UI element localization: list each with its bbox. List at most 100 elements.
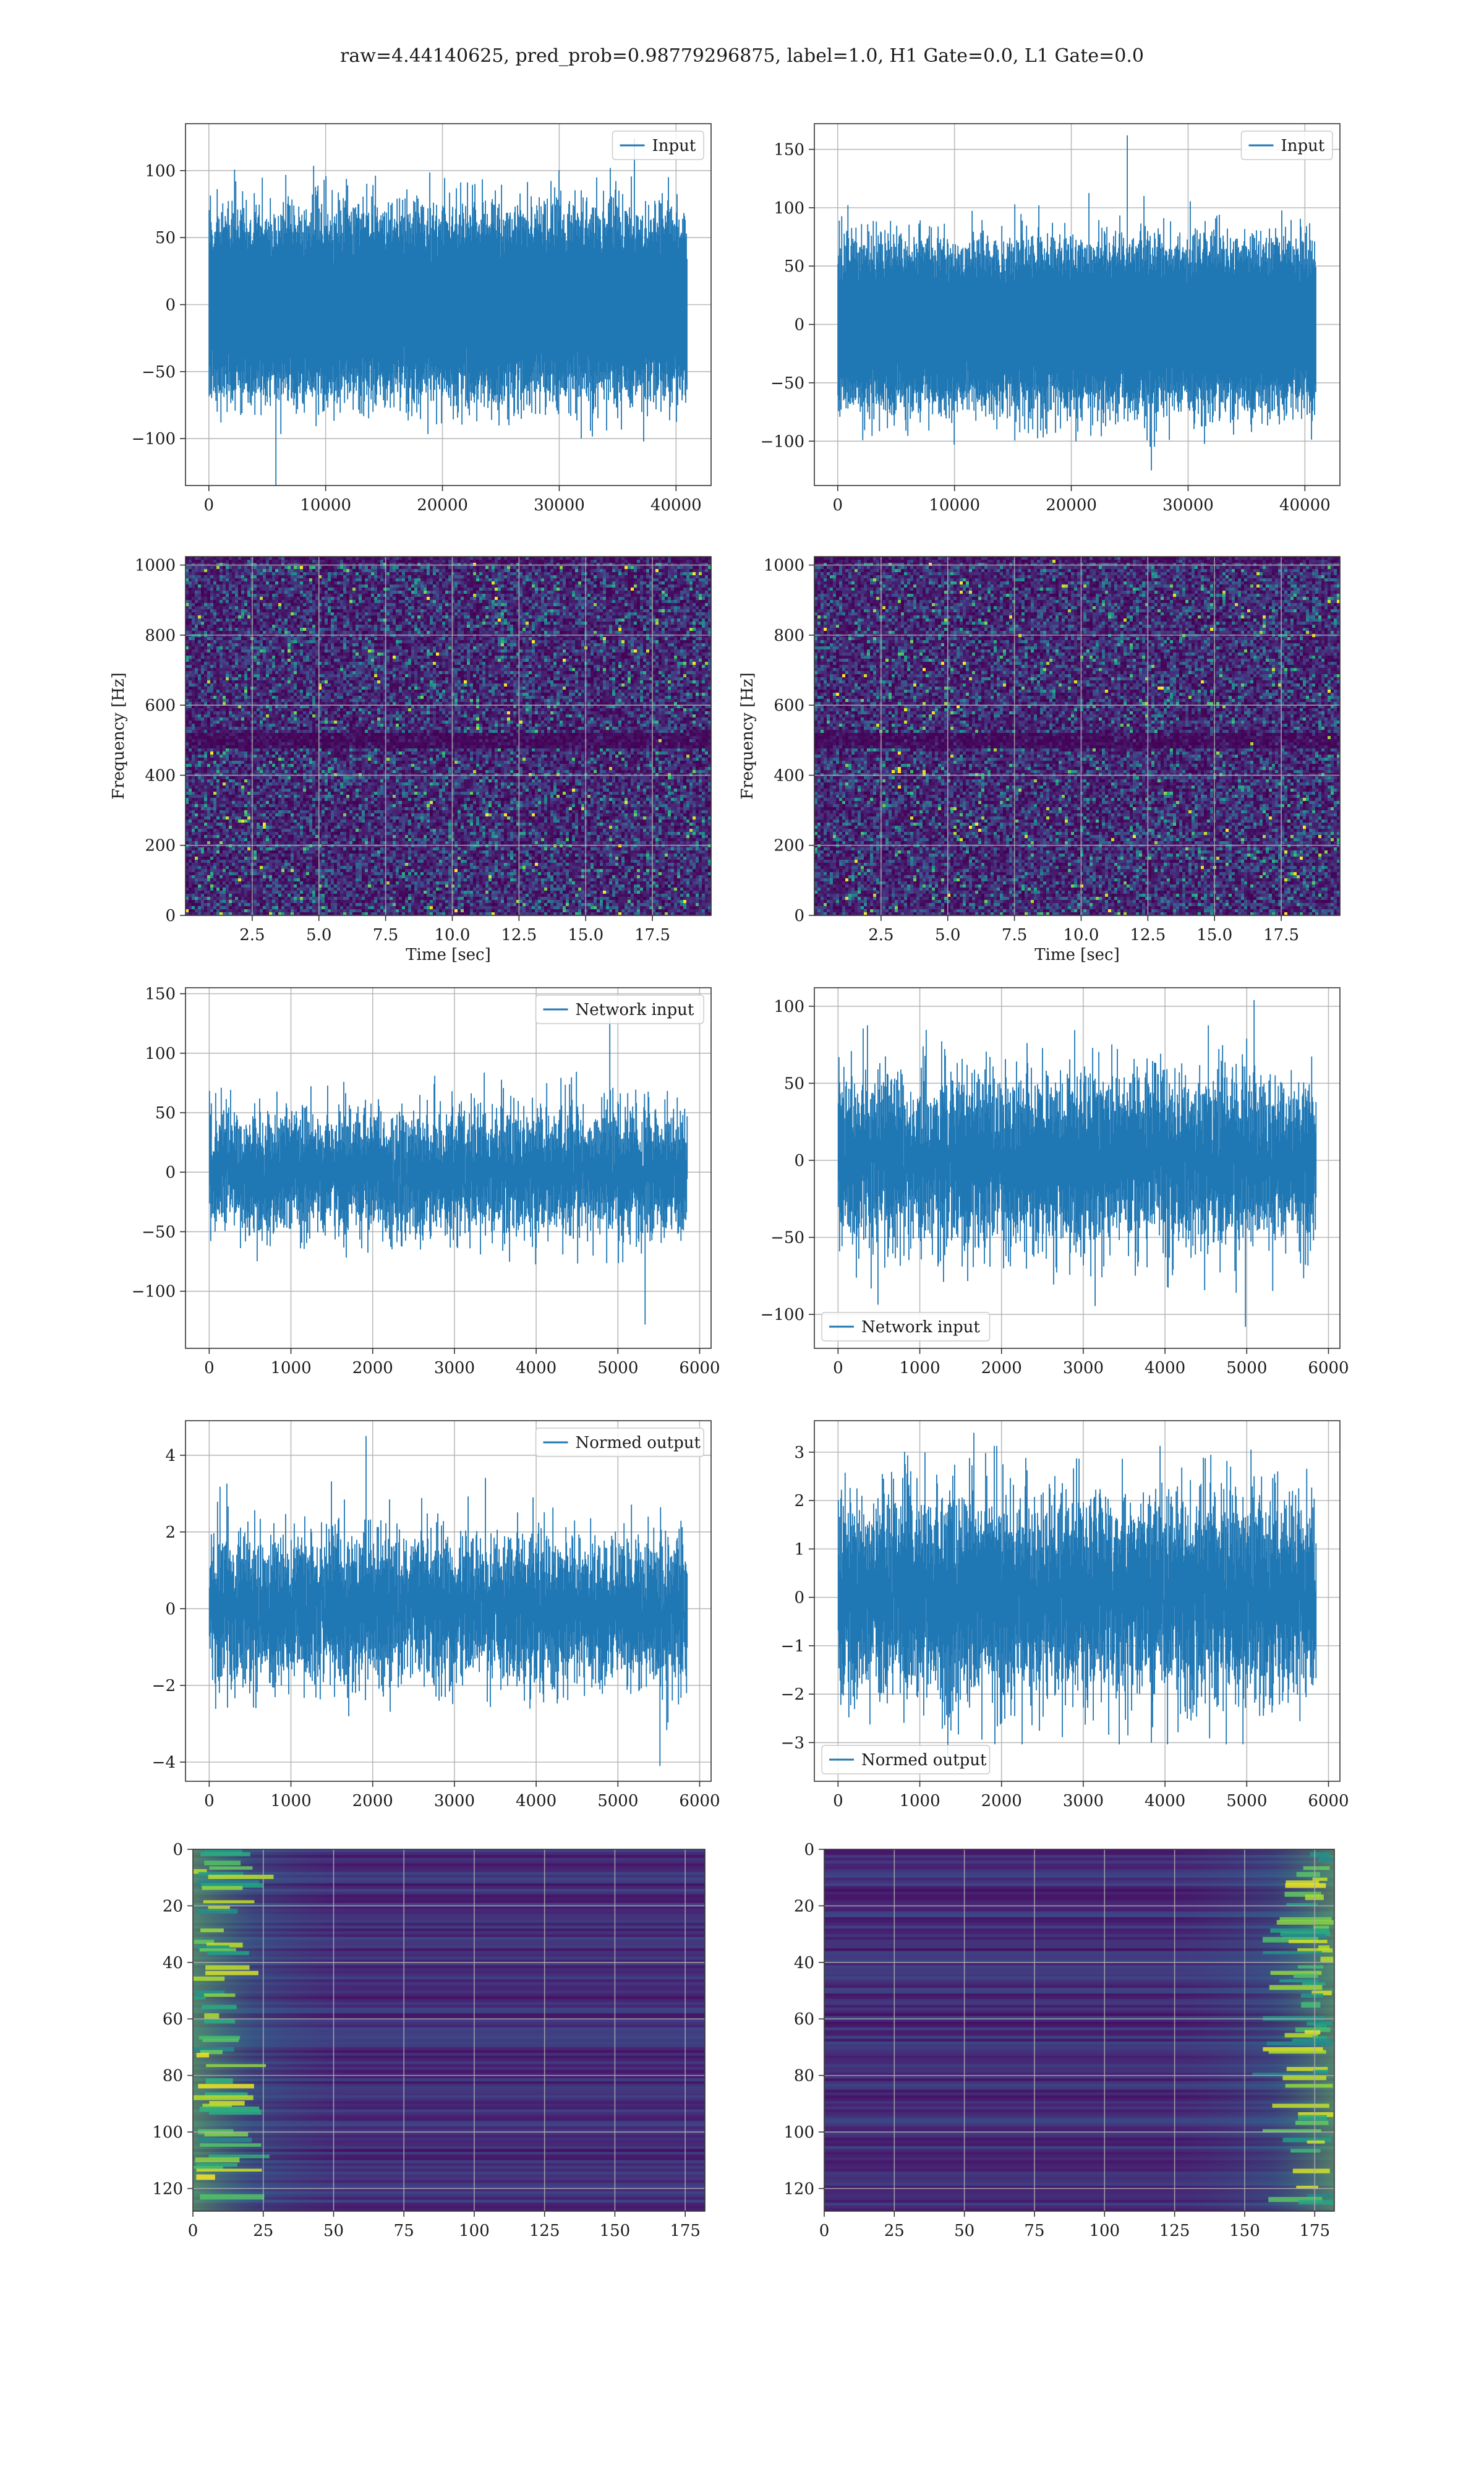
heatmap-cell	[235, 884, 239, 888]
heatmap-cell	[247, 618, 251, 622]
heatmap-cell	[238, 646, 242, 650]
heatmap-cell	[189, 884, 192, 888]
heatmap-cell	[238, 560, 242, 563]
heatmap-cell	[254, 656, 257, 659]
heatmap-cell	[195, 566, 198, 570]
heatmap-cell	[232, 758, 236, 761]
heatmap-cell	[201, 841, 205, 845]
heatmap-cell	[247, 789, 251, 792]
heatmap-cell	[263, 600, 267, 604]
heatmap-cell	[257, 894, 260, 897]
heatmap-cell	[189, 841, 192, 845]
heatmap-cell	[235, 906, 239, 910]
heatmap-cell	[207, 628, 211, 631]
heatmap-cell	[223, 764, 226, 768]
heatmap-cell	[213, 909, 217, 913]
heatmap-cell	[229, 594, 232, 597]
heatmap-cell	[207, 884, 211, 888]
heatmap-cell	[210, 801, 214, 805]
heatmap-cell	[266, 823, 270, 826]
heatmap-cell	[198, 699, 202, 703]
heatmap-cell	[247, 646, 251, 650]
heatmap-cell	[257, 863, 260, 867]
heatmap-cell	[229, 764, 232, 768]
heatmap-cell	[198, 649, 202, 653]
heatmap-cell	[247, 569, 251, 573]
heatmap-cell	[241, 606, 245, 610]
heatmap-cell	[216, 785, 220, 789]
heatmap-cell	[207, 792, 211, 795]
heatmap-cell	[266, 829, 270, 833]
heatmap-cell	[247, 857, 251, 860]
heatmap-cell	[263, 906, 267, 910]
heatmap-cell	[216, 804, 220, 808]
heatmap-cell	[198, 742, 202, 746]
heatmap-cell	[201, 792, 205, 795]
heatmap-cell	[272, 847, 276, 851]
heatmap-cell	[192, 891, 195, 894]
heatmap-cell	[201, 875, 205, 879]
heatmap-cell	[260, 761, 263, 764]
heatmap-cell	[223, 816, 226, 820]
heatmap-cell	[201, 745, 205, 749]
heatmap-cell	[220, 764, 223, 768]
heatmap-cell	[238, 755, 242, 758]
heatmap-cell	[189, 721, 192, 724]
heatmap-cell	[186, 693, 189, 696]
heatmap-cell	[266, 776, 270, 780]
heatmap-cell	[254, 884, 257, 888]
heatmap-cell	[189, 813, 192, 817]
heatmap-cell	[235, 789, 239, 792]
heatmap-cell	[263, 637, 267, 641]
heatmap-cell	[201, 869, 205, 873]
heatmap-cell	[244, 668, 248, 672]
heatmap-cell	[201, 810, 205, 814]
heatmap-cell	[189, 761, 192, 764]
heatmap-cell	[210, 609, 214, 613]
heatmap-cell	[235, 674, 239, 678]
heatmap-cell	[192, 640, 195, 644]
heatmap-cell	[235, 891, 239, 894]
heatmap-cell	[244, 875, 248, 879]
heatmap-cell	[232, 826, 236, 829]
heatmap-cell	[241, 581, 245, 585]
heatmap-cell	[192, 832, 195, 836]
heatmap-cell	[232, 618, 236, 622]
heatmap-cell	[213, 609, 217, 613]
heatmap-cell	[204, 711, 208, 715]
heatmap-cell	[263, 674, 267, 678]
heatmap-cell	[189, 569, 192, 573]
heatmap-cell	[198, 795, 202, 798]
heatmap-cell	[207, 566, 211, 570]
heatmap-cell	[232, 569, 236, 573]
heatmap-cell	[229, 711, 232, 715]
heatmap-cell	[272, 860, 276, 863]
heatmap-cell	[195, 909, 198, 913]
heatmap-cell	[244, 900, 248, 904]
heatmap-cell	[232, 615, 236, 619]
heatmap-cell	[223, 878, 226, 882]
heatmap-cell	[192, 603, 195, 607]
heatmap-cell	[235, 813, 239, 817]
heatmap-cell	[226, 597, 229, 601]
heatmap-cell	[207, 779, 211, 783]
heatmap-cell	[238, 625, 242, 628]
heatmap-cell	[232, 798, 236, 802]
heatmap-cell	[263, 578, 267, 582]
heatmap-cell	[263, 748, 267, 752]
heatmap-cell	[201, 671, 205, 675]
heatmap-cell	[223, 863, 226, 867]
heatmap-cell	[226, 850, 229, 854]
heatmap-cell	[269, 640, 273, 644]
heatmap-cell	[186, 826, 189, 829]
heatmap-cell	[195, 875, 198, 879]
heatmap-cell	[266, 903, 270, 907]
heatmap-cell	[204, 557, 208, 560]
heatmap-cell	[226, 671, 229, 675]
heatmap-cell	[213, 634, 217, 638]
heatmap-cell	[220, 804, 223, 808]
heatmap-cell	[226, 878, 229, 882]
heatmap-cell	[220, 597, 223, 601]
heatmap-cell	[244, 597, 248, 601]
heatmap-cell	[266, 782, 270, 786]
